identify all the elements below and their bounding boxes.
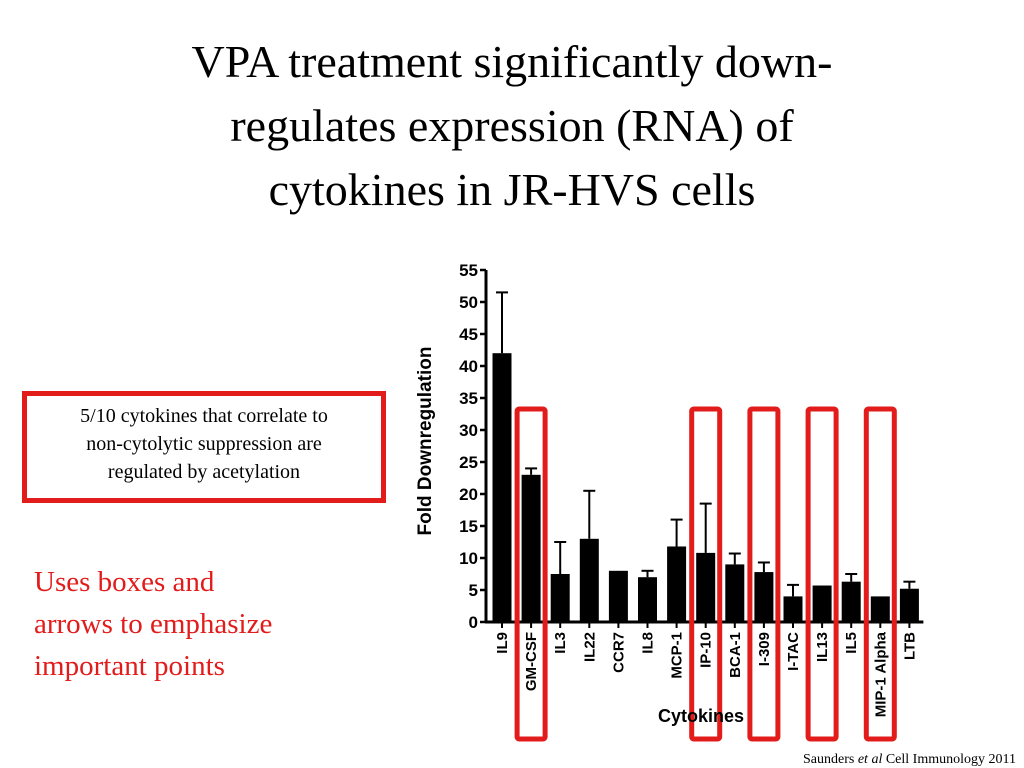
x-axis-label: Cytokines	[658, 706, 745, 726]
callout-line-2: non-cytolytic suppression are	[86, 433, 322, 455]
category-label: MIP-1 Alpha	[872, 631, 889, 717]
y-tick-label: 50	[459, 293, 478, 312]
category-label: IL8	[640, 632, 657, 654]
bar	[579, 538, 599, 622]
note-line-3: important points	[34, 650, 225, 682]
highlight-box	[863, 406, 897, 742]
category-label: BCA-1	[727, 632, 744, 678]
bar	[870, 596, 890, 622]
bar	[638, 577, 657, 622]
note-line-2: arrows to emphasize	[34, 608, 273, 640]
category-label: MCP-1	[669, 632, 686, 679]
category-label: IL9	[494, 632, 511, 654]
category-label: LTB	[901, 632, 918, 660]
callout-line-3: regulated by acetylation	[107, 461, 301, 483]
category-label: I-TAC	[785, 632, 802, 671]
acetylation-callout-box: 5/10 cytokines that correlate to non-cyt…	[22, 391, 386, 503]
y-tick-label: 5	[469, 581, 478, 600]
y-axis-label: Fold Downregulation	[415, 347, 436, 536]
category-label: IL13	[814, 632, 831, 662]
highlight-box	[747, 406, 781, 742]
title-line-1: VPA treatment significantly down-	[191, 36, 833, 87]
bar	[667, 546, 687, 622]
category-label: IP-10	[698, 632, 715, 668]
bar	[812, 585, 832, 622]
emphasis-note: Uses boxes and arrows to emphasize impor…	[34, 561, 374, 687]
y-tick-label: 30	[459, 421, 478, 440]
bar	[608, 570, 628, 622]
bar	[783, 596, 803, 622]
y-tick-label: 35	[459, 389, 478, 408]
title-line-2: regulates expression (RNA) of	[230, 100, 794, 151]
y-tick-label: 20	[459, 485, 478, 504]
citation: Saunders et al Cell Immunology 2011	[803, 752, 1016, 768]
bar	[754, 572, 774, 622]
y-tick-label: 25	[459, 453, 478, 472]
citation-journal: Cell Immunology 2011	[882, 752, 1016, 767]
highlight-box	[689, 406, 723, 742]
y-tick-label: 45	[459, 325, 478, 344]
highlight-box	[514, 406, 548, 742]
y-tick-label: 0	[469, 613, 478, 632]
category-label: CCR7	[610, 632, 627, 673]
callout-line-1: 5/10 cytokines that correlate to	[80, 405, 328, 427]
bar	[521, 474, 541, 622]
category-label: IL3	[552, 632, 569, 654]
bar	[492, 353, 512, 622]
bar	[899, 588, 919, 622]
category-label: IL22	[581, 632, 598, 662]
bar	[550, 574, 570, 622]
y-tick-label: 40	[459, 357, 478, 376]
bar	[841, 581, 861, 622]
bar	[725, 564, 745, 622]
citation-author: Saunders	[803, 752, 858, 767]
highlight-box	[805, 406, 839, 742]
category-label: GM-CSF	[523, 632, 540, 691]
slide-title: VPA treatment significantly down- regula…	[60, 30, 964, 222]
y-tick-label: 55	[459, 261, 478, 280]
title-line-3: cytokines in JR-HVS cells	[268, 164, 756, 215]
y-tick-label: 15	[459, 517, 478, 536]
note-line-1: Uses boxes and	[34, 566, 215, 598]
bar	[696, 552, 716, 622]
y-tick-label: 10	[459, 549, 478, 568]
category-label: IL5	[843, 632, 860, 654]
citation-etal: et al	[857, 752, 883, 767]
category-label: I-309	[756, 632, 773, 666]
